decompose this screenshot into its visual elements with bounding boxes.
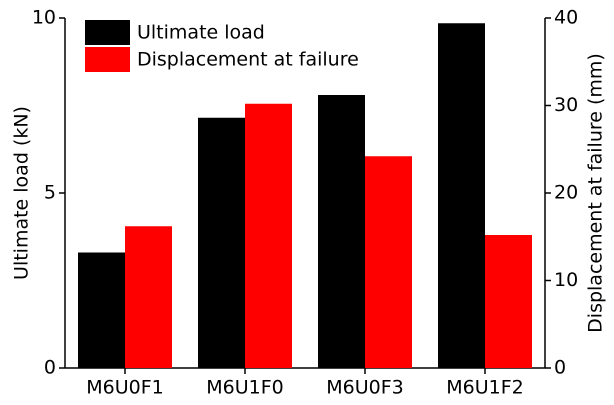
bar [245, 103, 292, 368]
y2-tick-label: 20 [554, 182, 578, 204]
bar [125, 226, 172, 368]
y2-tick-label: 0 [554, 357, 566, 379]
bar [198, 117, 245, 368]
y-tick-label: 5 [44, 182, 56, 204]
legend-label: Ultimate load [137, 22, 265, 44]
legend-swatch [85, 47, 130, 72]
bar [365, 156, 412, 368]
y2-tick-label: 30 [554, 94, 578, 116]
y2-axis-title: Displacement at failure (mm) [585, 53, 607, 333]
legend-swatch [85, 20, 130, 45]
x-tick-label: M6U0F1 [86, 377, 164, 399]
x-tick-label: M6U0F3 [326, 377, 404, 399]
y-tick-label: 10 [32, 7, 56, 29]
bar [318, 95, 365, 368]
y-tick-label: 0 [44, 357, 56, 379]
bar [78, 252, 125, 368]
bar [485, 235, 532, 368]
legend-label: Displacement at failure [137, 49, 359, 71]
x-tick-label: M6U1F2 [446, 377, 524, 399]
x-tick-label: M6U1F0 [206, 377, 284, 399]
y2-tick-label: 40 [554, 7, 578, 29]
bar [438, 23, 485, 368]
y-axis-title: Ultimate load (kN) [11, 106, 33, 280]
y2-tick-label: 10 [554, 269, 578, 291]
